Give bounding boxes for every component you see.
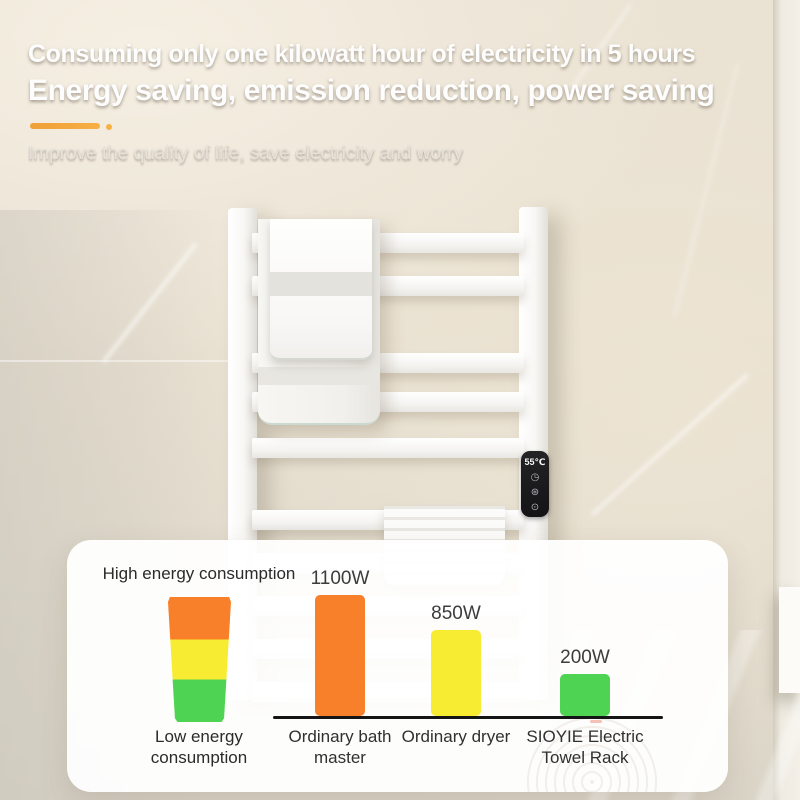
legend-low-label: Low energy consumption	[150, 727, 248, 767]
bar-category-label: Ordinary dryer	[401, 727, 511, 746]
tile-seam	[0, 360, 228, 362]
bar-group: 850W	[381, 603, 531, 716]
watermark-dash	[590, 720, 602, 723]
side-cabinet	[779, 587, 800, 693]
bar-value-label: 1100W	[310, 568, 370, 589]
subtitle: Improve the quality of life, save electr…	[28, 143, 464, 164]
power-icon: ⊙	[530, 502, 540, 513]
headline-line1: Consuming only one kilowatt hour of elec…	[28, 40, 696, 68]
accent-dot	[106, 124, 112, 130]
comparison-chart-card: High energy consumption Low energy consu…	[67, 540, 728, 792]
x-axis-line	[273, 716, 663, 719]
towel-band	[258, 367, 380, 385]
bar-value-label: 850W	[431, 603, 481, 624]
timer-icon: ◷	[530, 472, 540, 483]
control-panel: 55℃ ◷ ⊛ ⊙	[521, 451, 549, 517]
rack-rung	[252, 438, 524, 458]
energy-gradient-legend	[168, 597, 231, 722]
bar-sioyie-towel-rack	[560, 674, 610, 716]
bar-value-label: 200W	[560, 647, 610, 668]
bar-ordinary-bath-master	[315, 595, 365, 716]
temperature-display: 55℃	[524, 457, 546, 467]
towel-band	[270, 272, 372, 296]
legend-high-label: High energy consumption	[102, 564, 296, 583]
bar-category-label: SIOYIE Electric Towel Rack	[526, 727, 644, 767]
bar-group: 1100W	[265, 568, 415, 716]
hanging-towel-front	[270, 219, 372, 360]
headline-line2: Energy saving, emission reduction, power…	[28, 74, 715, 107]
bar-ordinary-dryer	[431, 630, 481, 716]
bar-category-label: Ordinary bath master	[288, 727, 392, 767]
bar-group: 200W	[510, 647, 660, 716]
accent-dash	[30, 123, 100, 129]
heat-icon: ⊛	[530, 487, 540, 498]
